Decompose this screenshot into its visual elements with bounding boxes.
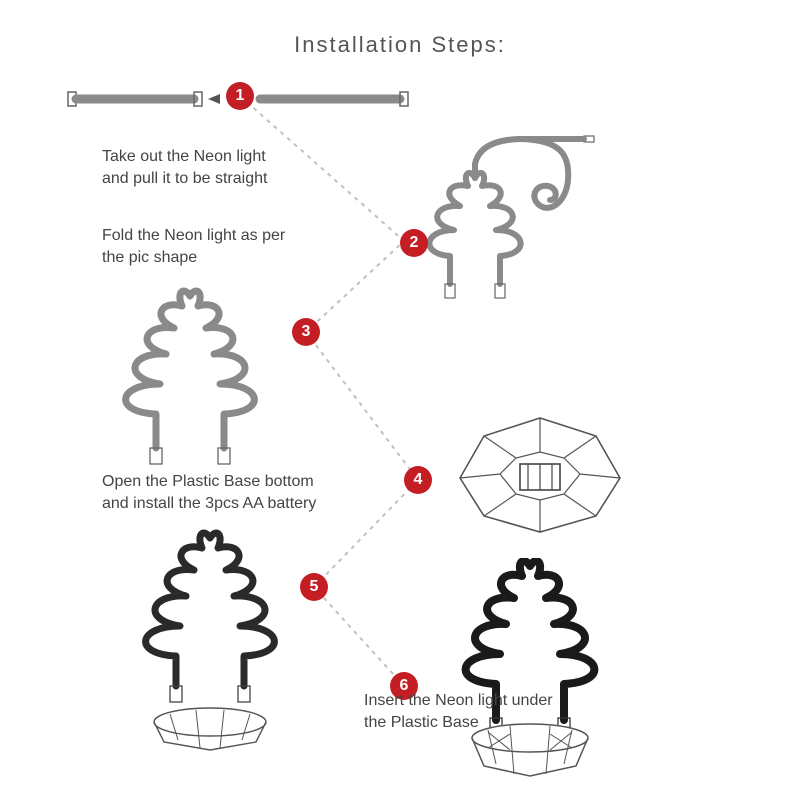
step-badge-5: 5 [300, 573, 328, 601]
caption-step6: Insert the Neon light underthe Plastic B… [364, 690, 553, 735]
illus-step2 [420, 134, 630, 314]
step-badge-3: 3 [292, 318, 320, 346]
illus-step3 [100, 284, 280, 474]
illus-step4 [440, 408, 640, 548]
illus-step5 [120, 528, 300, 758]
caption-step1: Take out the Neon lightand pull it to be… [102, 146, 267, 191]
step-badge-1: 1 [226, 82, 254, 110]
step-badge-2: 2 [400, 229, 428, 257]
caption-step2: Fold the Neon light as perthe pic shape [102, 225, 285, 270]
illus-step6 [440, 558, 620, 788]
caption-step4: Open the Plastic Base bottomand install … [102, 471, 316, 516]
step-badge-4: 4 [404, 466, 432, 494]
